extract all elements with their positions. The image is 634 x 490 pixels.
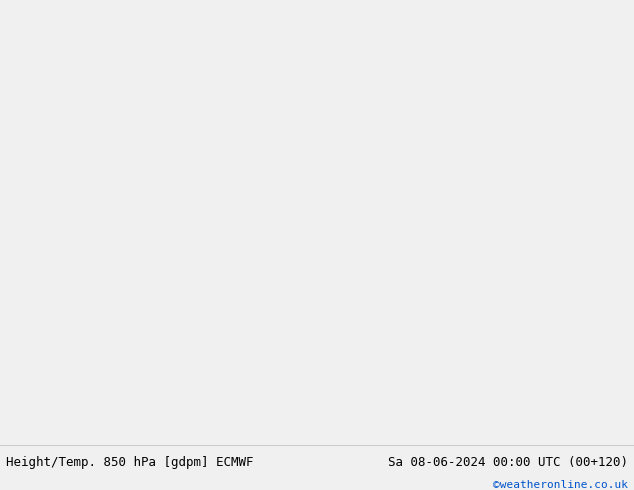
- Text: ©weatheronline.co.uk: ©weatheronline.co.uk: [493, 480, 628, 490]
- Text: Sa 08-06-2024 00:00 UTC (00+120): Sa 08-06-2024 00:00 UTC (00+120): [387, 456, 628, 468]
- Text: Height/Temp. 850 hPa [gdpm] ECMWF: Height/Temp. 850 hPa [gdpm] ECMWF: [6, 456, 254, 468]
